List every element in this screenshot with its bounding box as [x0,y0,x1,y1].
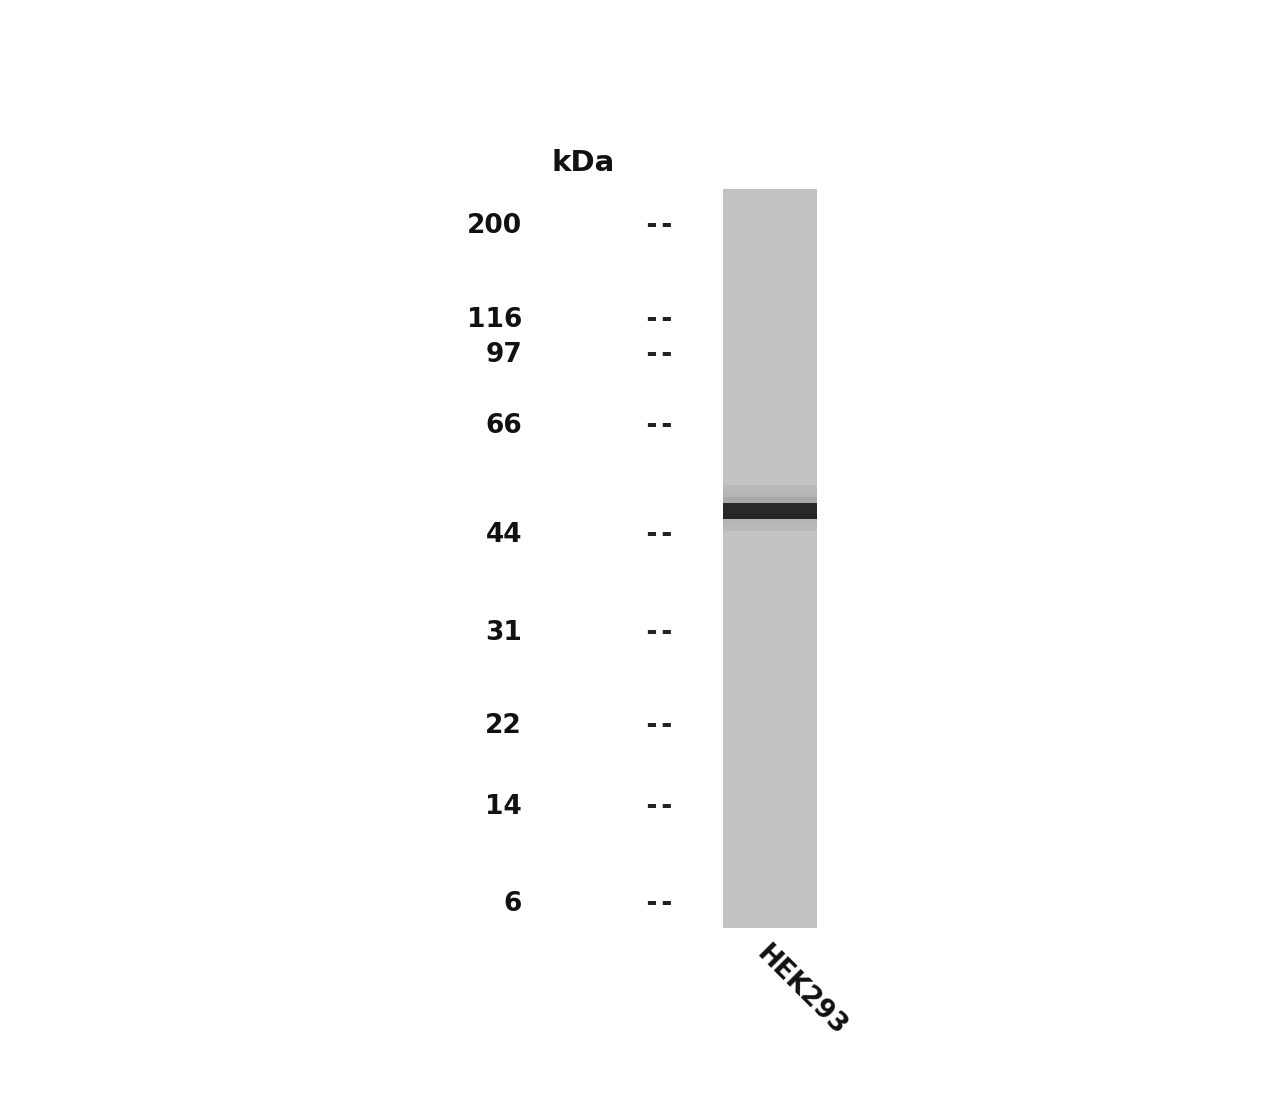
Text: --: -- [643,794,675,819]
Text: 44: 44 [485,522,522,548]
Text: --: -- [643,342,675,367]
Text: 31: 31 [485,620,522,646]
Text: 14: 14 [485,794,522,819]
Text: 97: 97 [485,342,522,367]
Text: --: -- [643,522,675,548]
Bar [723,513,817,518]
Bar [723,485,817,491]
Text: 200: 200 [467,212,522,239]
Bar [723,497,817,503]
Bar [723,189,817,928]
Text: 6: 6 [504,891,522,917]
Bar [723,518,817,525]
Text: kDa: kDa [552,149,616,178]
Text: --: -- [643,413,675,440]
Bar [723,503,817,518]
Bar [723,491,817,497]
Text: 116: 116 [467,306,522,333]
Text: --: -- [643,212,675,239]
Text: --: -- [643,891,675,917]
Text: HEK293: HEK293 [751,941,851,1041]
Text: 66: 66 [485,413,522,440]
Text: --: -- [643,713,675,738]
Text: 22: 22 [485,713,522,738]
Text: --: -- [643,306,675,333]
Bar [723,525,817,531]
Text: --: -- [643,620,675,646]
